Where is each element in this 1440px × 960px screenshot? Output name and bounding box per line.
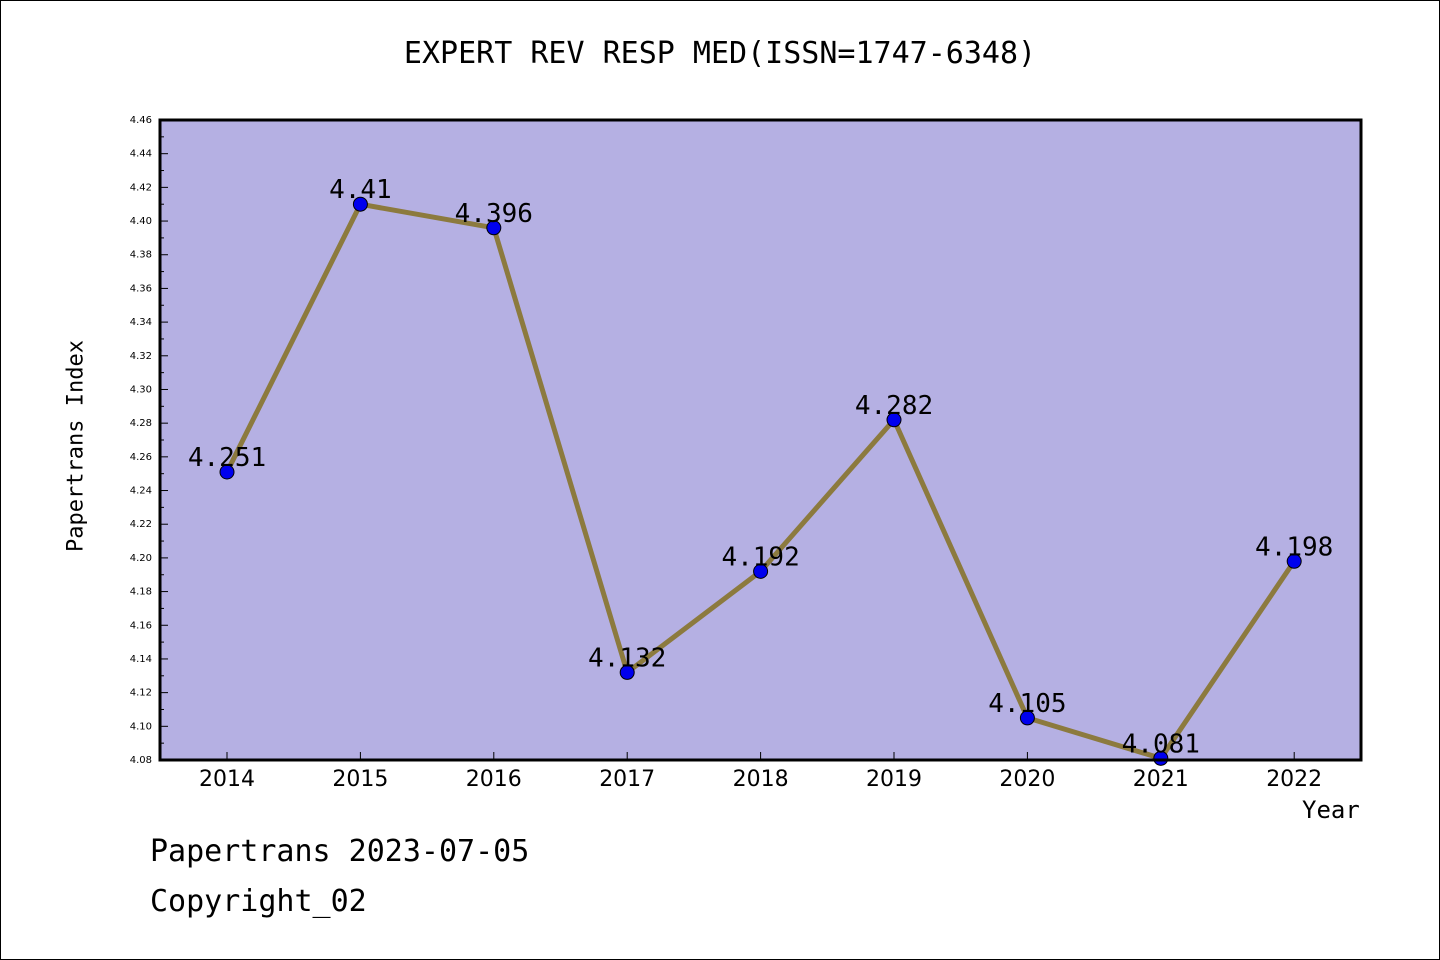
y-tick-label: 4.12	[130, 688, 152, 699]
data-label: 4.251	[188, 443, 266, 473]
x-tick-label: 2014	[199, 767, 255, 792]
footer-date: Papertrans 2023-07-05	[150, 834, 530, 869]
y-tick-label: 4.22	[130, 519, 152, 530]
data-label: 4.396	[455, 199, 533, 229]
data-label: 4.41	[329, 175, 392, 205]
x-tick-label: 2017	[599, 767, 655, 792]
data-label: 4.198	[1255, 532, 1333, 562]
footer-copyright: Copyright_02	[150, 884, 367, 919]
y-tick-label: 4.38	[130, 250, 152, 261]
data-point	[886, 412, 902, 428]
data-point	[753, 563, 769, 579]
y-tick-label: 4.42	[130, 182, 152, 193]
data-point	[486, 220, 502, 236]
y-tick-label: 4.36	[130, 283, 152, 294]
x-tick-label: 2021	[1133, 767, 1189, 792]
y-tick-label: 4.10	[130, 721, 152, 732]
y-tick-label: 4.18	[130, 587, 152, 598]
plot-border	[158, 118, 1363, 762]
data-label: 4.105	[988, 689, 1066, 719]
x-tick-label: 2018	[733, 767, 789, 792]
y-tick-label: 4.08	[130, 755, 152, 766]
data-point	[619, 664, 635, 680]
y-tick-label: 4.46	[130, 115, 152, 126]
x-tick-label: 2022	[1266, 767, 1322, 792]
data-point	[1019, 710, 1035, 726]
data-point	[1153, 750, 1169, 766]
y-tick-label: 4.20	[130, 553, 152, 564]
y-tick-label: 4.30	[130, 384, 152, 395]
data-point	[219, 464, 235, 480]
y-tick-label: 4.32	[130, 351, 152, 362]
y-tick-label: 4.44	[130, 149, 152, 160]
x-axis-label: Year	[1302, 796, 1360, 824]
y-tick-label: 4.34	[130, 317, 152, 328]
plot-area	[160, 120, 1361, 760]
chart-title: EXPERT REV RESP MED(ISSN=1747-6348)	[403, 36, 1037, 71]
x-tick-label: 2019	[866, 767, 922, 792]
x-tick-label: 2016	[466, 767, 522, 792]
y-tick-label: 4.28	[130, 418, 152, 429]
x-tick-label: 2015	[332, 767, 388, 792]
y-tick-label: 4.26	[130, 452, 152, 463]
data-label: 4.081	[1122, 729, 1200, 759]
y-tick-label: 4.24	[130, 486, 152, 497]
data-label: 4.132	[588, 643, 666, 673]
data-label: 4.192	[721, 542, 799, 572]
data-point	[352, 196, 368, 212]
x-tick-label: 2020	[999, 767, 1055, 792]
data-label: 4.282	[855, 391, 933, 421]
data-point	[1286, 553, 1302, 569]
y-tick-label: 4.14	[130, 654, 152, 665]
y-tick-label: 4.40	[130, 216, 152, 227]
y-tick-label: 4.16	[130, 620, 152, 631]
